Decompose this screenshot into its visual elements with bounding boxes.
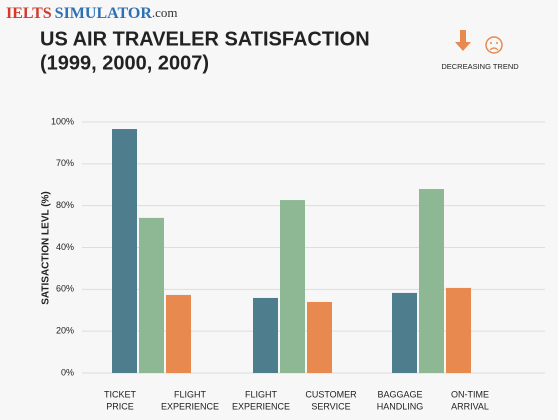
x-tick-label: HANDLING — [377, 401, 424, 411]
bar — [112, 129, 137, 373]
brand: IELTS SIMULATOR.com — [6, 5, 178, 22]
eye — [496, 42, 498, 44]
chart-subtitle: (1999, 2000, 2007) — [40, 52, 209, 74]
y-tick-label: 70% — [56, 158, 74, 168]
annotation: DECREASING TREND — [441, 62, 519, 71]
y-tick-label: 60% — [56, 284, 74, 294]
bar — [419, 189, 444, 373]
y-tick-label: 40% — [56, 242, 74, 252]
x-tick-label: BAGGAGE — [377, 389, 422, 399]
chart-title: US AIR TRAVELER SATISFACTION — [40, 28, 370, 50]
x-tick-label: CUSTOMER — [305, 389, 357, 399]
x-tick-label: FLIGHT — [174, 389, 207, 399]
y-tick-label: 20% — [56, 326, 74, 336]
bar — [280, 200, 305, 373]
sad-face — [485, 36, 503, 54]
bar — [392, 292, 417, 373]
trend-icon — [455, 30, 503, 54]
mouth — [489, 47, 499, 51]
x-tick-label: FLIGHT — [245, 389, 278, 399]
brand-third: .com — [152, 5, 178, 20]
brand-second: SIMULATOR — [55, 5, 153, 22]
eye — [490, 42, 492, 44]
y-axis-label: SATISACTION LEVL (%) — [41, 191, 52, 305]
brand-first: IELTS — [6, 5, 52, 22]
x-tick-label: PRICE — [106, 401, 134, 411]
down-arrow — [455, 30, 471, 51]
x-tick-label: TICKET — [104, 389, 137, 399]
bar — [139, 217, 164, 373]
x-tick-label: SERVICE — [311, 401, 350, 411]
bar — [446, 287, 471, 373]
x-tick-label: EXPERIENCE — [232, 401, 290, 411]
x-tick-label: ON-TIME — [451, 389, 489, 399]
bar — [166, 294, 191, 373]
bar — [307, 301, 332, 373]
x-tick-label: EXPERIENCE — [161, 401, 219, 411]
bar — [253, 297, 278, 373]
y-tick-label: 100% — [51, 116, 74, 126]
x-tick-label: ARRIVAL — [451, 401, 489, 411]
y-tick-label: 80% — [56, 200, 74, 210]
y-tick-label: 0% — [61, 367, 74, 377]
